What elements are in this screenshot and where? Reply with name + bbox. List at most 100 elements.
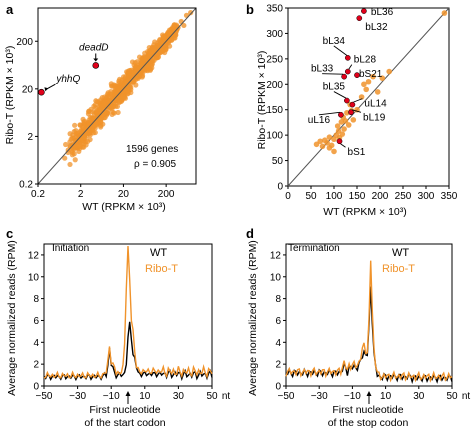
b-scatter-points: [313, 8, 448, 155]
a-x-axis-title: WT (RPKM × 10³): [82, 201, 166, 213]
a-point: [86, 117, 92, 123]
b-highlight-point: [348, 109, 354, 116]
d-x-tick-label: −30: [311, 391, 328, 402]
c-x-tick-label: 30: [173, 391, 185, 402]
d-x-tick-label: 30: [413, 391, 425, 402]
b-point: [358, 94, 365, 100]
b-point-label: bL35: [323, 82, 346, 93]
a-correlation: ρ = 0.905: [134, 159, 177, 170]
b-x-axis-title: WT (RPKM × 10³): [323, 206, 407, 218]
b-y-tick-label: 350: [266, 4, 283, 15]
d-y-tick-label: 10: [270, 272, 282, 283]
d-y-tick-label: 4: [275, 338, 281, 349]
d-position-arrow-head: [366, 391, 372, 396]
a-point: [136, 66, 142, 72]
d-legend-wt: WT: [392, 247, 409, 259]
d-y-tick-label: 6: [275, 316, 281, 327]
b-highlight-point: [338, 111, 344, 118]
b-point: [361, 81, 367, 88]
a-point: [120, 93, 126, 99]
d-x-tick-label: 50: [446, 391, 458, 402]
b-point-label: bL34: [323, 36, 346, 47]
c-y-tick-label: 12: [28, 250, 40, 261]
b-point: [374, 89, 381, 95]
b-point: [326, 134, 333, 140]
a-point: [81, 119, 87, 125]
c-x-tick-label: 10: [139, 391, 151, 402]
b-highlight-point: [336, 138, 343, 145]
b-point: [441, 10, 448, 16]
b-diagonal-line: [287, 7, 450, 187]
b-point: [319, 143, 326, 150]
a-point: [98, 124, 104, 130]
a-point: [69, 149, 75, 155]
a-point: [123, 79, 129, 85]
a-scatter-points: [62, 10, 194, 168]
a-point: [160, 34, 167, 40]
a-point: [111, 110, 117, 116]
b-point-label: bL28: [354, 55, 377, 66]
a-point: [93, 122, 99, 128]
c-legend-wt: WT: [150, 247, 167, 259]
panel-d: d −50 −30 −10 10 30 50 nt 0 2 4 6 8 10 12 Termination…: [246, 226, 470, 429]
a-arrow-head: [93, 58, 99, 62]
a-point: [121, 83, 127, 89]
a-arrow-head: [44, 87, 49, 92]
a-highlight-point: [92, 62, 100, 69]
a-x-tick-label: 200: [158, 189, 175, 200]
b-highlight-point: [356, 15, 363, 22]
a-x-tick-label: 20: [118, 189, 130, 200]
panel-b: b 0 50 100 150 200 250 300 350 0 50 100 150 200 250 30…: [246, 2, 458, 218]
a-point: [65, 149, 71, 155]
a-axes: 0.2 2 20 200 0.2 2 20 200 deadD yhhQ: [16, 7, 197, 200]
a-y-tick-label: 200: [16, 37, 33, 48]
c-y-axis-title: Average normalized reads (RPM): [6, 240, 18, 396]
c-y-tick-label: 6: [33, 316, 39, 327]
b-point: [331, 136, 337, 143]
b-y-tick-label: 300: [266, 29, 283, 40]
b-point-label: bL33: [311, 64, 334, 75]
b-y-axis-title: Ribo-T (RPKM × 10³): [256, 51, 268, 150]
b-highlight-point: [354, 72, 360, 78]
b-x-tick-label: 0: [285, 191, 291, 202]
a-point: [123, 88, 129, 94]
a-genes-count: 1596 genes: [126, 144, 178, 155]
a-point: [102, 94, 108, 100]
a-point: [171, 26, 177, 32]
b-label-arrow: [348, 64, 353, 70]
a-y-axis-title: Ribo-T (RPKM × 10³): [4, 46, 16, 145]
b-y-tick-label: 100: [266, 131, 283, 142]
d-y-tick-label: 8: [275, 294, 281, 305]
a-point: [81, 144, 87, 150]
b-y-tick-label: 50: [272, 156, 284, 167]
b-point: [370, 73, 376, 80]
b-point: [335, 128, 342, 134]
b-label-arrow: [333, 91, 347, 99]
a-point: [156, 50, 162, 57]
a-highlight-point: [38, 88, 45, 96]
a-point: [181, 22, 187, 29]
b-point-label: uL16: [308, 115, 331, 126]
b-point-label: bL36: [371, 7, 394, 18]
b-point: [313, 141, 320, 148]
b-point: [345, 122, 352, 128]
b-point: [379, 75, 386, 81]
a-point: [100, 112, 106, 118]
d-y-tick-label: 12: [270, 250, 282, 261]
a-point: [99, 103, 105, 109]
a-y-tick-label: 20: [22, 84, 34, 95]
a-point: [67, 161, 73, 168]
c-y-tick-label: 10: [28, 272, 40, 283]
b-label-arrow: [318, 111, 340, 116]
b-point: [363, 86, 370, 93]
b-point: [324, 139, 330, 146]
b-highlight-point: [361, 8, 367, 14]
d-x-axis-title-line2: of the stop codon: [328, 417, 409, 429]
a-point: [93, 109, 99, 115]
d-y-tick-label: 0: [275, 382, 281, 393]
b-point: [365, 78, 372, 85]
a-point: [108, 81, 114, 87]
panel-a: a 0.2 2 20 200 0.2 2 20 200 deadD yhhQ 1596 genes…: [4, 2, 197, 213]
c-y-tick-label: 8: [33, 294, 39, 305]
